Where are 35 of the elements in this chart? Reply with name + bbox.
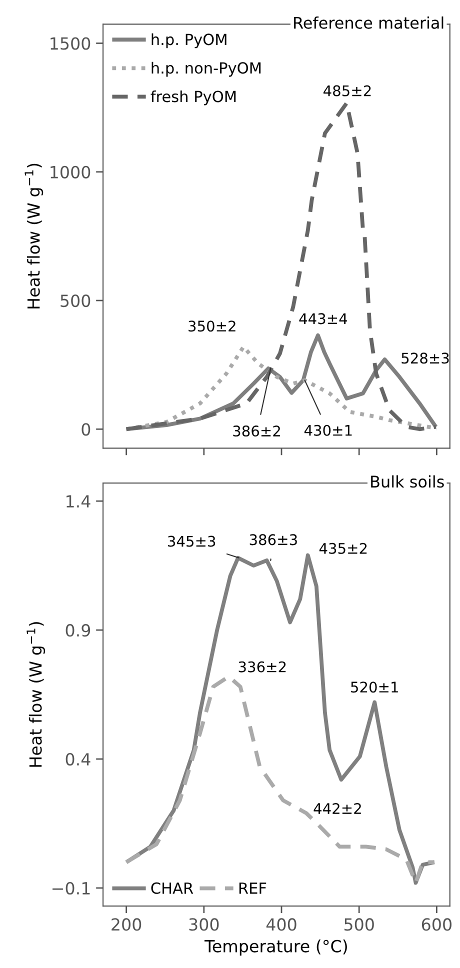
annotation: 435±2 bbox=[319, 542, 367, 554]
y-tick-label: 500 bbox=[60, 294, 90, 308]
annotation: 336±2 bbox=[238, 661, 286, 672]
annotation: 528±3 bbox=[402, 352, 449, 364]
legend-label: h.p. non-PyOM bbox=[152, 62, 261, 77]
x-tick-label: 200 bbox=[112, 918, 142, 931]
y-tick-label: −0.1 bbox=[52, 882, 90, 895]
annotation: 520±1 bbox=[351, 682, 398, 693]
annotation: 443±4 bbox=[299, 313, 348, 324]
x-tick-label: 600 bbox=[422, 918, 452, 931]
x-tick-label: 400 bbox=[266, 918, 296, 931]
y-tick-label: 0.4 bbox=[66, 752, 90, 766]
y-tick-label: 0.9 bbox=[66, 624, 90, 637]
annotation: 386±2 bbox=[233, 426, 280, 437]
chart-title: Bulk soils bbox=[371, 475, 444, 488]
x-tick-label: 500 bbox=[344, 918, 374, 931]
annotation: 442±2 bbox=[314, 803, 361, 814]
y-tick-label: 1500 bbox=[50, 37, 90, 50]
annotation: 430±1 bbox=[304, 424, 352, 436]
y-axis-title: Heat flow (W g$^{−1}$) bbox=[24, 164, 44, 308]
x-tick-label: 300 bbox=[189, 918, 219, 931]
y-axis-title: Heat flow (W g$^{−1}$) bbox=[26, 622, 46, 767]
annotation: 345±3 bbox=[168, 536, 216, 547]
annotation: 350±2 bbox=[188, 320, 236, 332]
annotation: 386±3 bbox=[250, 534, 297, 546]
y-tick-label: 0 bbox=[82, 423, 90, 436]
x-axis-title: Temperature (°C) bbox=[204, 940, 347, 956]
y-tick-label: 1.4 bbox=[66, 495, 90, 508]
chart-title: Reference material bbox=[294, 16, 444, 29]
legend-label: fresh PyOM bbox=[150, 90, 236, 106]
legend-label: REF bbox=[239, 882, 266, 894]
legend-label: CHAR bbox=[151, 882, 194, 894]
y-tick-label: 1000 bbox=[50, 166, 90, 178]
annotation: 485±2 bbox=[324, 85, 371, 96]
legend-label: h.p. PyOM bbox=[152, 33, 226, 48]
